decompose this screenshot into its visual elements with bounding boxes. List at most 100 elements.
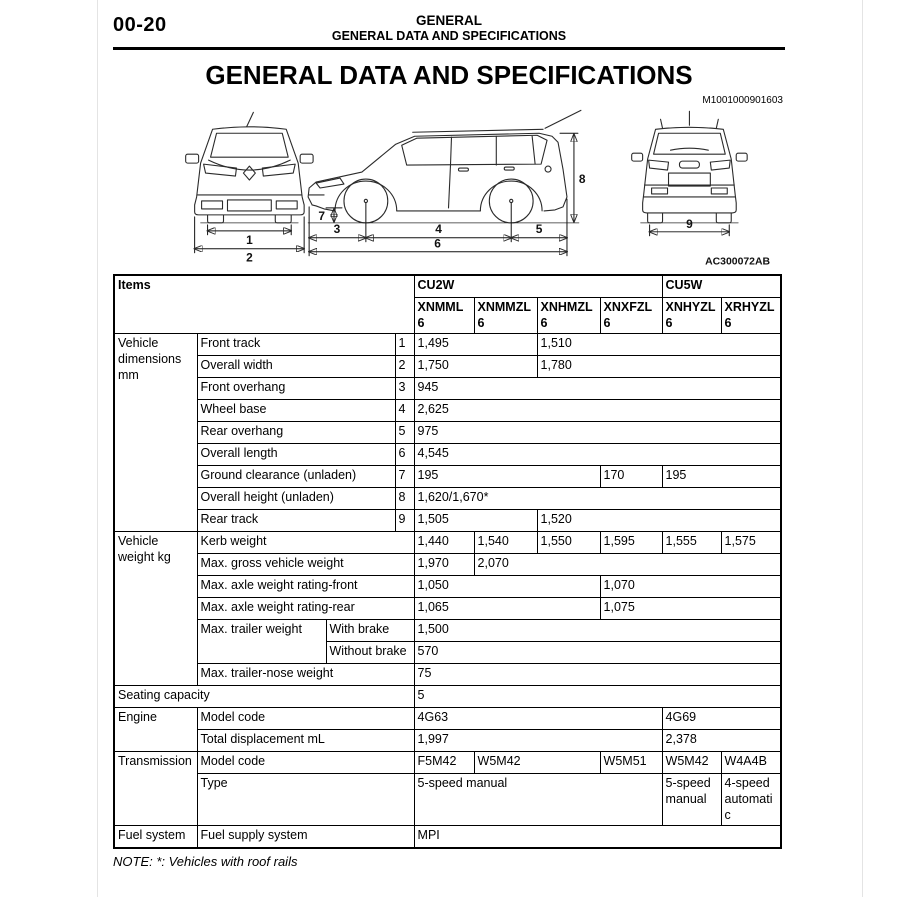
table-cell: F5M42 bbox=[413, 751, 475, 774]
table-cell: 975 bbox=[413, 421, 782, 444]
rear-window bbox=[653, 132, 726, 155]
table-cell: 1 bbox=[394, 333, 415, 356]
page-title: GENERAL DATA AND SPECIFICATIONS bbox=[205, 60, 693, 90]
table-cell: Front overhang bbox=[196, 377, 396, 400]
table-cell: 1,540 bbox=[473, 531, 538, 554]
table-cell: 1,065 bbox=[413, 597, 601, 620]
table-cell: 2,378 bbox=[661, 729, 782, 752]
table-cell: 2 bbox=[394, 355, 415, 378]
table-row: Overall width 2 1,750 1,780 bbox=[114, 355, 782, 378]
table-cell: 5-speed manual bbox=[413, 773, 663, 826]
rear-view-drawing bbox=[631, 110, 748, 224]
mirror-right bbox=[299, 153, 314, 164]
footnote: NOTE: *: Vehicles with roof rails bbox=[113, 854, 298, 869]
table-row: Overall length 6 4,545 bbox=[114, 443, 782, 466]
rear-wheel-arch bbox=[479, 180, 543, 212]
table-cell: Max. trailer-nose weight bbox=[196, 663, 415, 686]
column-header-cell: CU5W bbox=[661, 274, 782, 298]
table-cell: W5M51 bbox=[599, 751, 663, 774]
table-cell: Max. axle weight rating-rear bbox=[196, 597, 415, 620]
column-header-cell: XNHMZL6 bbox=[536, 297, 601, 334]
table-cell: Type bbox=[196, 773, 415, 826]
rear-dimension-lines: 9 bbox=[650, 217, 730, 237]
dim-label-6: 6 bbox=[434, 237, 441, 251]
row-group-cell: Transmission bbox=[113, 751, 198, 826]
table-cell: 1,595 bbox=[599, 531, 663, 554]
row-group-cell: Fuel system bbox=[113, 825, 198, 849]
table-row: XNMML6 XNMMZL6 XNHMZL6 XNXFZL6 XNHYZL6 XRHYZL… bbox=[114, 297, 782, 334]
table-cell: 1,075 bbox=[599, 597, 782, 620]
table-row: Front overhang 3 945 bbox=[114, 377, 782, 400]
table-row: Rear overhang 5 975 bbox=[114, 421, 782, 444]
dim-label-7: 7 bbox=[318, 209, 325, 223]
scan-edge-left bbox=[97, 0, 98, 897]
column-header-cell: XRHYZL6 bbox=[720, 297, 782, 334]
table-cell: 1,550 bbox=[536, 531, 601, 554]
table-cell: 1,500 bbox=[413, 619, 782, 642]
table-cell: Seating capacity bbox=[113, 685, 415, 708]
table-cell: 1,970 bbox=[413, 553, 475, 576]
section-name: GENERAL bbox=[415, 13, 482, 28]
table-cell: Ground clearance (unladen) bbox=[196, 465, 396, 488]
side-dimension-lines: 3 4 5 6 7 8 bbox=[309, 132, 586, 257]
table-cell: Overall length bbox=[196, 443, 396, 466]
dim-label-4: 4 bbox=[435, 222, 442, 236]
table-cell: 1,750 bbox=[413, 355, 538, 378]
table-cell: Max. gross vehicle weight bbox=[196, 553, 415, 576]
table-row: Wheel base 4 2,625 bbox=[114, 399, 782, 422]
table-cell: Max. trailer weight bbox=[196, 619, 327, 664]
table-row: Max. axle weight rating-rear 1,065 1,075 bbox=[114, 597, 782, 620]
table-cell: W5M42 bbox=[661, 751, 722, 774]
table-cell: 1,620/1,670* bbox=[413, 487, 782, 510]
headlight-right bbox=[261, 163, 296, 177]
roof-rail bbox=[412, 128, 544, 133]
table-cell: 1,495 bbox=[413, 333, 538, 356]
table-row: Vehicle weight kg Kerb weight 1,440 1,540 1,… bbox=[113, 531, 782, 686]
door-handle-front bbox=[457, 167, 469, 172]
side-windows bbox=[401, 134, 548, 166]
table-cell: Without brake bbox=[325, 641, 415, 664]
table-cell: 5 bbox=[394, 421, 415, 444]
table-row: Vehicle dimensions mm Front track 1 1,495 1,… bbox=[113, 333, 782, 532]
table-cell: 4,545 bbox=[413, 443, 782, 466]
table-cell: 4G63 bbox=[413, 707, 663, 730]
table-cell: With brake bbox=[325, 619, 415, 642]
mirror-right-rear bbox=[735, 152, 748, 162]
table-cell: 6 bbox=[394, 443, 415, 466]
table-cell: Rear track bbox=[196, 509, 396, 532]
table-cell: 1,440 bbox=[413, 531, 475, 554]
windshield bbox=[210, 132, 289, 158]
table-row: Overall height (unladen) 8 1,620/1,670* bbox=[114, 487, 782, 510]
table-cell: 1,510 bbox=[536, 333, 782, 356]
spec-table: Items CU2W CU5W XNMML6 XNMMZL6 XNHMZL6 XNXFZL6… bbox=[113, 274, 783, 849]
table-row: Max. gross vehicle weight 1,970 2,070 bbox=[114, 553, 782, 576]
row-group-cell: Vehicle dimensions mm bbox=[113, 333, 198, 532]
table-cell: 170 bbox=[599, 465, 663, 488]
table-cell: Overall width bbox=[196, 355, 396, 378]
table-row: Max. trailer weight With brake 1,500 bbox=[114, 619, 782, 664]
table-row: Items CU2W CU5W bbox=[113, 274, 782, 334]
front-view-drawing bbox=[185, 111, 314, 224]
subsection-name: GENERAL DATA AND SPECIFICATIONS bbox=[331, 29, 567, 44]
figure-code: AC300072AB bbox=[705, 257, 770, 268]
table-cell: 195 bbox=[661, 465, 782, 488]
taillight-left bbox=[648, 159, 670, 171]
table-cell: Model code bbox=[196, 751, 415, 774]
table-cell: Fuel supply system bbox=[196, 825, 415, 849]
taillight-right bbox=[709, 159, 731, 171]
dim-label-1: 1 bbox=[246, 233, 253, 247]
column-header-cell: XNMML6 bbox=[413, 297, 475, 334]
table-cell: Max. axle weight rating-front bbox=[196, 575, 415, 598]
tailgate-badge bbox=[678, 160, 700, 169]
table-row: Ground clearance (unladen) 7 195 170 195 bbox=[114, 465, 782, 488]
row-group-cell: Engine bbox=[113, 707, 198, 752]
mirror-left bbox=[185, 153, 200, 164]
document-code: M1001000901603 bbox=[702, 95, 783, 106]
mirror-left-rear bbox=[631, 152, 644, 162]
table-row: Total displacement mL 1,997 2,378 bbox=[114, 729, 782, 752]
table-cell: 570 bbox=[413, 641, 782, 664]
table-row: Rear track 9 1,505 1,520 bbox=[114, 509, 782, 532]
table-cell: 1,780 bbox=[536, 355, 782, 378]
table-cell: 1,505 bbox=[413, 509, 538, 532]
